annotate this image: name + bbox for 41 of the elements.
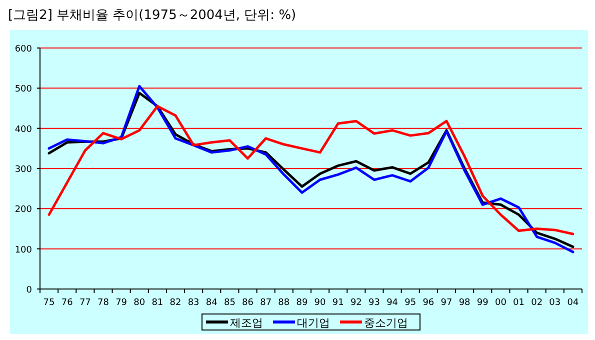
x-tick-label: 91 <box>332 298 344 308</box>
x-tick-label: 89 <box>296 298 308 308</box>
y-tick-label: 200 <box>14 205 32 216</box>
x-tick-label: 02 <box>531 298 543 308</box>
x-tick-label: 03 <box>549 298 561 308</box>
x-tick-label: 85 <box>224 298 236 308</box>
legend-label: 제조업 <box>230 316 263 330</box>
x-tick-label: 78 <box>98 298 110 308</box>
x-tick-label: 88 <box>278 298 290 308</box>
legend-label: 중소기업 <box>364 316 408 330</box>
chart-title: [그림2] 부채비율 추이(1975～2004년, 단위: %) <box>8 8 296 23</box>
x-tick-label: 76 <box>61 298 74 308</box>
x-tick-label: 99 <box>476 298 489 308</box>
y-tick-label: 600 <box>14 44 32 54</box>
x-tick-label: 75 <box>43 298 55 308</box>
x-tick-label: 90 <box>314 298 326 308</box>
legend-label: 대기업 <box>297 316 330 330</box>
y-tick-label: 500 <box>14 84 32 95</box>
x-tick-label: 84 <box>206 298 218 308</box>
x-tick-label: 79 <box>116 298 128 308</box>
x-tick-label: 80 <box>134 298 146 308</box>
x-tick-label: 93 <box>368 298 380 308</box>
y-tick-label: 300 <box>14 165 32 175</box>
x-tick-label: 04 <box>567 298 579 308</box>
x-tick-label: 97 <box>440 298 452 308</box>
x-tick-label: 87 <box>260 298 272 308</box>
x-tick-label: 82 <box>170 298 182 308</box>
x-tick-label: 94 <box>386 298 398 308</box>
x-tick-label: 83 <box>188 298 200 308</box>
x-tick-label: 98 <box>458 298 471 308</box>
y-tick-label: 100 <box>14 245 32 256</box>
y-tick-label: 0 <box>26 286 32 296</box>
x-tick-label: 81 <box>152 298 164 308</box>
x-tick-label: 92 <box>350 298 362 308</box>
x-tick-label: 00 <box>494 298 507 308</box>
y-tick-label: 400 <box>14 124 32 135</box>
x-tick-label: 01 <box>513 298 524 308</box>
x-tick-label: 86 <box>242 298 254 308</box>
x-tick-label: 96 <box>422 298 434 308</box>
x-tick-label: 95 <box>404 298 416 308</box>
x-tick-label: 77 <box>79 298 91 308</box>
